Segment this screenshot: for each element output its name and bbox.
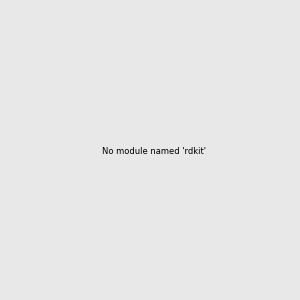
Text: No module named 'rdkit': No module named 'rdkit'	[102, 147, 206, 156]
